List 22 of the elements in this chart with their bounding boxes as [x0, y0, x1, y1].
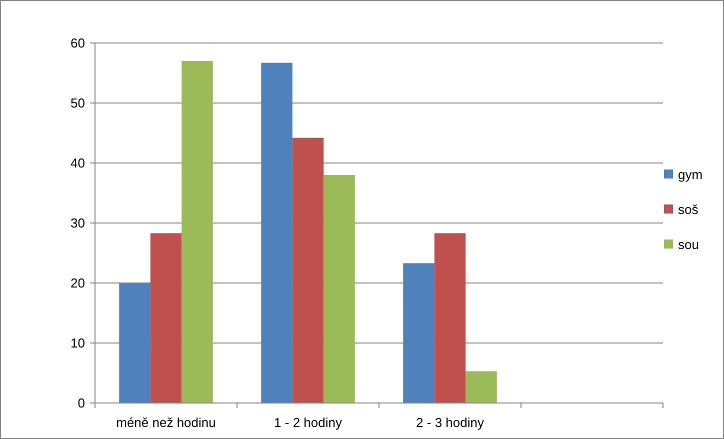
bar [403, 263, 434, 403]
y-tick-label: 30 [70, 216, 85, 231]
bar [324, 175, 355, 403]
bar [182, 61, 213, 403]
bar [150, 233, 182, 403]
x-tick-label: 2 - 3 hodiny [416, 415, 484, 430]
bar [261, 62, 292, 403]
y-tick-label: 60 [70, 36, 85, 51]
x-tick-label: 1 - 2 hodiny [274, 415, 342, 430]
y-tick-label: 0 [78, 396, 85, 411]
legend-label: sou [678, 237, 699, 252]
legend-label: gym [678, 167, 703, 182]
bar [466, 371, 497, 403]
bar [292, 138, 324, 403]
legend-label: soš [678, 202, 699, 218]
y-tick-label: 40 [70, 156, 85, 171]
y-tick-label: 50 [70, 96, 85, 111]
bar [119, 283, 150, 403]
y-tick-label: 10 [70, 336, 85, 351]
x-tick-label: méně než hodinu [116, 415, 216, 430]
y-tick-label: 20 [70, 276, 85, 291]
bar [434, 233, 466, 403]
